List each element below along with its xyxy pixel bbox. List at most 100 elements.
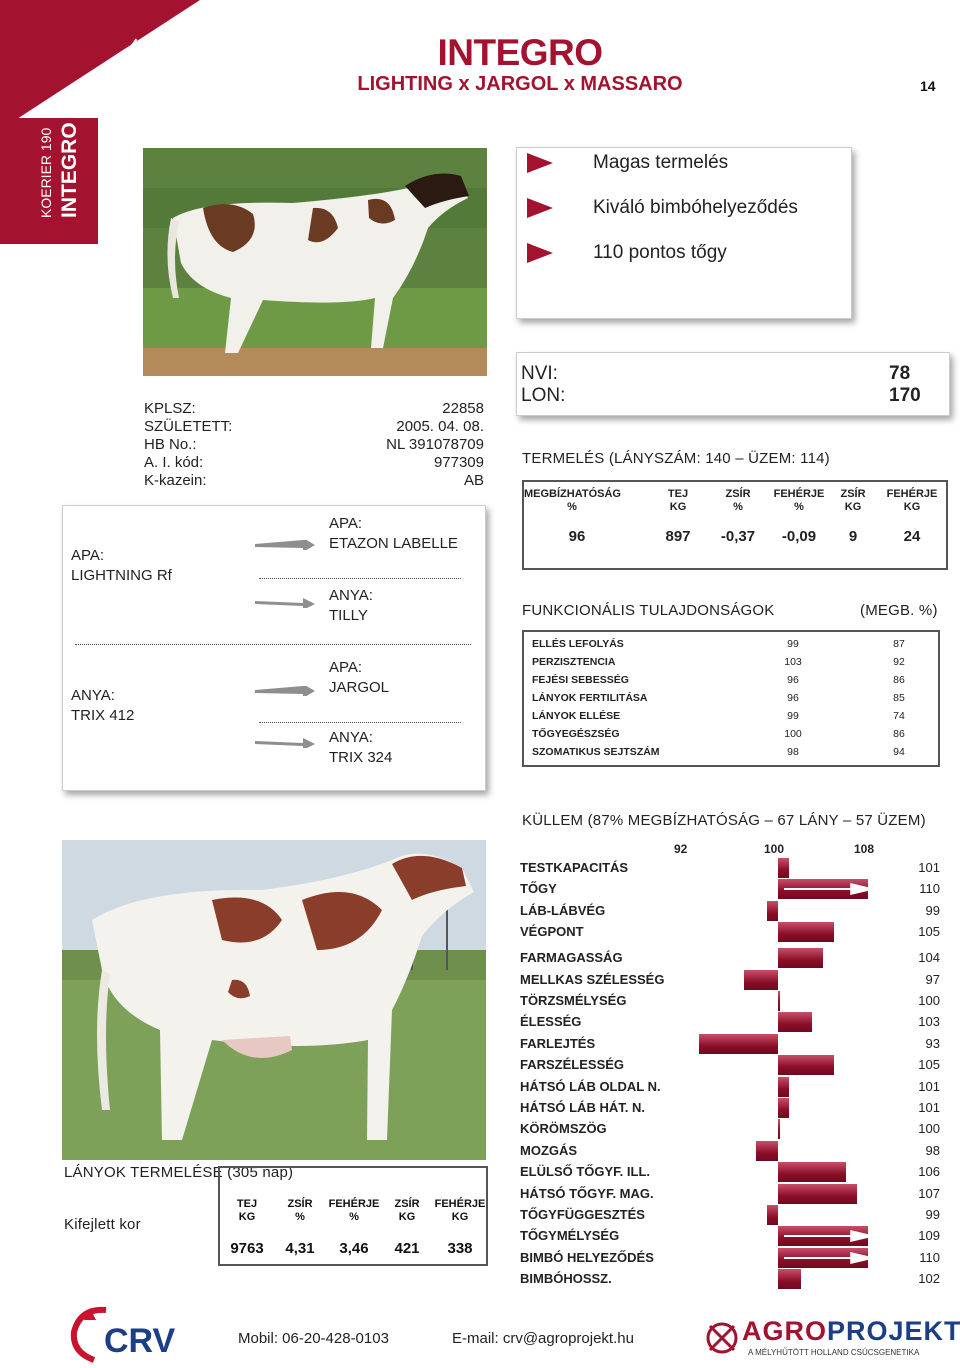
bull-photo (143, 148, 487, 376)
trait-score: 105 (918, 1057, 940, 1073)
col-header: ZSÍR KG (394, 1198, 420, 1223)
conformation-row: ÉLESSÉG 103 (520, 1012, 940, 1033)
trait-score: 97 (925, 971, 940, 987)
prod-protein-pct: -0,09 (781, 528, 817, 545)
daughters-title: LÁNYOK TERMELÉSE (305 nap) (64, 1164, 294, 1181)
pedigree-divider (75, 644, 471, 645)
trait-name: LÁB-LÁBVÉG (520, 902, 606, 918)
bull-name: INTEGRO (437, 32, 603, 73)
pedigree-sire-dam: ANYA: TILLY (329, 586, 373, 626)
conformation-row: TESTKAPACITÁS 101 (520, 858, 940, 878)
conformation-row: ELÜLSŐ TŐGYF. ILL. 106 (520, 1162, 940, 1183)
functional-row: TŐGYEGÉSZSÉG 100 86 (532, 728, 905, 740)
sire-sire-label: APA: (329, 515, 363, 532)
col-header: FEHÉRJE% (773, 488, 825, 513)
conformation-row: VÉGPONT 105 (520, 922, 940, 943)
functional-table: ELLÉS LEFOLYÁS 99 87 PERZISZTENCIA 103 92 FE… (522, 630, 940, 767)
trait-bar (744, 969, 778, 990)
arrow-right-icon (255, 686, 315, 696)
col-header: ZSÍR KG (840, 488, 866, 513)
prod-milk-kg: 897 (665, 528, 691, 545)
trait-name: MELLKAS SZÉLESSÉG (520, 971, 665, 987)
trait-name: ÉLESSÉG (520, 1014, 582, 1030)
col-header: TEJ KG (236, 1198, 258, 1223)
info-label-kappa: K-kazein: (144, 472, 207, 489)
pedigree-divider (259, 578, 461, 579)
trait-name: FARSZÉLESSÉG (520, 1057, 625, 1073)
pedigree-panel: APA: LIGHTNING Rf ANYA: TRIX 412 APA: ET… (62, 505, 486, 791)
trait-score: 99 (925, 1206, 940, 1222)
dam-name: TRIX 412 (71, 707, 135, 724)
conformation-row: MOZGÁS 98 (520, 1140, 940, 1161)
sire-dam-name: TILLY (329, 607, 368, 624)
col-header: TEJ KG (667, 488, 689, 513)
trait-bar (699, 1033, 778, 1054)
highlight-item: Kiváló bimbóhelyeződés (527, 197, 798, 219)
trait-bar (778, 1269, 801, 1290)
trait-name: KÖRÖMSZÖG (520, 1121, 607, 1137)
sidebar-bull: INTEGRO (58, 122, 81, 218)
trait-name: HÁTSÓ LÁB OLDAL N. (520, 1078, 661, 1094)
contact-email[interactable]: E-mail: crv@agroprojekt.hu (452, 1330, 634, 1347)
daughters-panel: LÁNYOK TERMELÉSE (305 nap) Kifejlett kor… (62, 1160, 496, 1278)
sire-dam-label: ANYA: (329, 587, 373, 604)
trait-score: 98 (925, 1142, 940, 1158)
trait-score: 100 (918, 1121, 940, 1137)
index-panel: NVI: LON: 78 170 (516, 352, 950, 416)
trait-bar (778, 1055, 835, 1076)
trait-name: TÖRZSMÉLYSÉG (520, 992, 627, 1008)
info-values: 22858 2005. 04. 08. NL 391078709 977309 … (300, 400, 484, 490)
trait-bar (778, 1097, 790, 1118)
trait-score: 93 (925, 1035, 940, 1051)
conformation-row: TŐGYMÉLYSÉG 109 (520, 1226, 940, 1247)
daughter-protein-kg: 338 (447, 1240, 473, 1257)
highlight-item: 110 pontos tőgy (527, 242, 727, 264)
arrow-right-icon (255, 738, 315, 748)
info-value-kappa: AB (463, 472, 484, 489)
conformation-row: HÁTSÓ TŐGYF. MAG. 107 (520, 1183, 940, 1204)
functional-row: LÁNYOK ELLÉSE 99 74 (532, 710, 905, 722)
conformation-row: BIMBÓ HELYEZŐDÉS 110 (520, 1247, 940, 1268)
crv-logo (70, 1306, 107, 1363)
trait-bar (755, 1140, 778, 1161)
trait-name: FARMAGASSÁG (520, 950, 623, 966)
trait-score: 102 (918, 1271, 940, 1287)
info-value-ai: 977309 (433, 454, 484, 471)
trait-score: 110 (919, 1249, 940, 1265)
trait-name: VÉGPONT (520, 924, 584, 940)
info-label-kplsz: KPLSZ: (144, 400, 196, 417)
col-header: FEHÉRJE KG (886, 488, 938, 513)
conformation-row: MELLKAS SZÉLESSÉG 97 (520, 969, 940, 990)
trait-score: 105 (918, 924, 940, 940)
nvi-label: NVI: (521, 363, 558, 384)
triangle-bullet-icon (527, 152, 553, 173)
conformation-title: KÜLLEM (87% MEGBÍZHATÓSÁG – 67 LÁNY – 57… (522, 812, 926, 829)
trait-score: 101 (918, 860, 940, 875)
info-label-hb: HB No.: (144, 436, 197, 453)
conformation-row: TŐGY 110 (520, 879, 940, 900)
arrow-right-icon (255, 598, 315, 608)
daughters-row-label: Kifejlett kor (64, 1216, 141, 1233)
info-label-born: SZÜLETETT: (144, 418, 233, 435)
agroprojekt-tagline: A MÉLYHŰTÖTT HOLLAND CSÚCSGENETIKA (748, 1348, 920, 1357)
info-value-born: 2005. 04. 08. (396, 418, 484, 435)
nvi-value: 78 (889, 363, 911, 384)
trait-name: BIMBÓHOSSZ. (520, 1271, 612, 1287)
catalog-sidebar: KOERIER 190 INTEGRO (0, 118, 98, 244)
trait-bar (778, 922, 835, 943)
pedigree-dam-sire: APA: JARGOL (329, 658, 389, 698)
trait-name: BIMBÓ HELYEZŐDÉS (520, 1249, 654, 1265)
pedigree-sire-sire: APA: ETAZON LABELLE (329, 514, 458, 554)
pedigree-sire: APA: LIGHTNING Rf (71, 546, 172, 586)
trait-bar (778, 858, 790, 878)
trait-bar (778, 1162, 846, 1183)
dam-dam-name: TRIX 324 (329, 749, 393, 766)
production-table: MEGBÍZHATÓSÁG% TEJ KG ZSÍR% FEHÉRJE% ZSÍR… (522, 480, 948, 570)
col-header: ZSÍR% (725, 488, 751, 513)
pedigree-dam-dam: ANYA: TRIX 324 (329, 728, 392, 768)
pedigree-divider (259, 722, 461, 723)
dam-dam-label: ANYA: (329, 729, 373, 746)
trait-bar (778, 990, 780, 1011)
prod-fat-pct: -0,37 (720, 528, 756, 545)
functional-title: FUNKCIONÁLIS TULAJDONSÁGOK (522, 602, 775, 619)
